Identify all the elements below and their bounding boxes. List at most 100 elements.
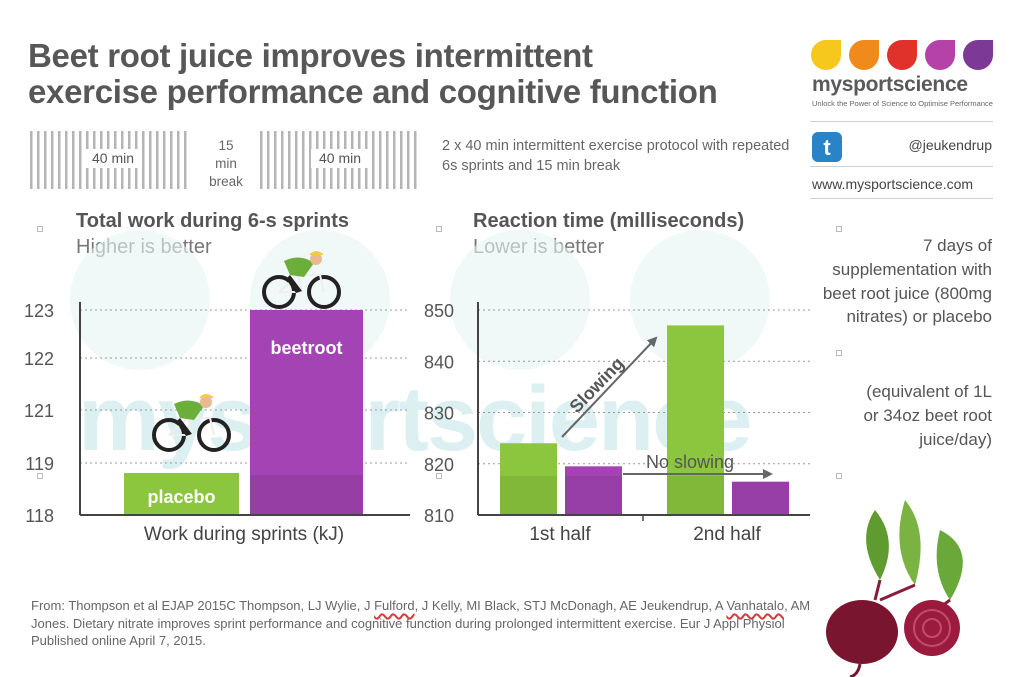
brand-tagline: Unlock the Power of Science to Optimise … xyxy=(812,99,993,108)
y-tick-label: 850 xyxy=(424,301,454,321)
marker-square xyxy=(436,226,442,232)
bar-placebo-2 xyxy=(667,325,724,515)
bar-shade xyxy=(500,476,557,515)
y-tick-label: 122 xyxy=(24,349,54,369)
y-tick-label: 123 xyxy=(24,301,54,321)
citation-part2: , J Kelly, MI Black, STJ McDonagh, AE Je… xyxy=(414,598,727,613)
x-tick-label: 1st half xyxy=(529,524,591,545)
watermark-circle xyxy=(630,230,770,370)
protocol-stripe xyxy=(414,131,417,189)
beet-slice xyxy=(904,600,960,656)
protocol-stripe xyxy=(288,131,291,189)
bar-beetroot-2 xyxy=(732,481,789,515)
protocol-stripe xyxy=(51,131,54,189)
citation-fulford: Fulford xyxy=(374,598,415,613)
protocol-stripe xyxy=(267,131,270,189)
chart-total-work: 118 119 121 122 123 placebo beetroot Work durin… xyxy=(24,301,410,545)
marker-square xyxy=(836,350,842,356)
logo-dot xyxy=(887,40,917,70)
bar-shade xyxy=(732,481,789,515)
frame xyxy=(278,274,325,293)
bar-shade xyxy=(250,475,363,515)
cyclist-icon xyxy=(262,251,341,309)
beetroot-icon xyxy=(826,500,963,677)
y-tick-label: 118 xyxy=(25,506,54,526)
protocol-stripe xyxy=(274,131,277,189)
protocol-label-bg xyxy=(311,149,369,168)
marker-square xyxy=(37,473,43,479)
wheel xyxy=(197,418,231,452)
citation-part3: , AM Jones. Dietary nitrate improves spr… xyxy=(31,598,811,649)
divider xyxy=(810,198,993,199)
protocol-stripe xyxy=(393,131,396,189)
frame xyxy=(168,417,215,436)
protocol-stripe xyxy=(372,131,375,189)
leg xyxy=(176,418,192,436)
slowing-arrow xyxy=(561,336,658,438)
leg xyxy=(286,275,302,293)
wheel xyxy=(307,275,341,309)
citation: From: Thompson et al EJAP 2015C Thompson… xyxy=(31,597,821,650)
brand-logo-icon xyxy=(811,40,993,70)
twitter-handle[interactable]: @jeukendrup xyxy=(908,137,993,153)
citation-vanhatalo: Vanhatalo xyxy=(726,598,785,613)
svg-text:t: t xyxy=(823,135,831,160)
protocol-break-label: break xyxy=(209,174,243,189)
protocol-stripe xyxy=(309,131,312,189)
beet-ring xyxy=(922,618,942,638)
y-tick-label: 121 xyxy=(24,401,54,421)
protocol-stripe xyxy=(177,131,180,189)
protocol-stripe xyxy=(163,131,166,189)
leaf xyxy=(936,530,963,600)
protocol-stripe xyxy=(386,131,389,189)
protocol-stripe xyxy=(170,131,173,189)
annotation-no-slowing: No slowing xyxy=(646,452,734,472)
watermark-circle xyxy=(70,230,210,370)
protocol-stripe xyxy=(30,131,33,189)
title-line-1: Beet root juice improves intermittent xyxy=(28,37,593,74)
marker-square xyxy=(836,226,842,232)
logo-dot xyxy=(963,40,993,70)
twitter-icon[interactable]: t xyxy=(812,132,842,162)
bar-shade xyxy=(565,476,622,515)
x-axis-label: Work during sprints (kJ) xyxy=(144,524,344,545)
bar-placebo-1 xyxy=(500,443,557,515)
chart1-title: Total work during 6-s sprints xyxy=(76,210,349,232)
protocol-stripe xyxy=(72,131,75,189)
logo-dot xyxy=(849,40,879,70)
protocol-stripe xyxy=(281,131,284,189)
protocol-stripe xyxy=(142,131,145,189)
protocol-stripe xyxy=(79,131,82,189)
protocol-stripe xyxy=(407,131,410,189)
protocol-stripe xyxy=(400,131,403,189)
logo-dot xyxy=(925,40,955,70)
protocol-stripe xyxy=(379,131,382,189)
watermark-circles xyxy=(70,230,770,370)
leaf xyxy=(866,510,889,580)
protocol-stripe xyxy=(58,131,61,189)
protocol-stripe xyxy=(65,131,68,189)
protocol-break-label: min xyxy=(215,156,237,171)
chart2-title: Reaction time (milliseconds) xyxy=(473,210,745,232)
protocol-stripe xyxy=(156,131,159,189)
citation-part1: From: Thompson et al EJAP 2015C Thompson… xyxy=(31,598,375,613)
protocol-stripe xyxy=(260,131,263,189)
jersey xyxy=(174,400,204,420)
marker-square xyxy=(436,473,442,479)
stem xyxy=(879,583,916,602)
bar-placebo xyxy=(124,473,239,515)
protocol-stripe xyxy=(44,131,47,189)
protocol-stripe xyxy=(295,131,298,189)
cyclist-icon xyxy=(152,394,231,452)
logo-dot xyxy=(811,40,841,70)
marker-square xyxy=(37,226,43,232)
supplementation-note: 7 days of supplementation with beet root… xyxy=(822,236,992,327)
brand-name: mysportscience xyxy=(812,73,968,96)
bar-beetroot xyxy=(250,310,363,515)
jersey xyxy=(284,257,314,277)
bar-beetroot-1 xyxy=(565,466,622,515)
y-tick-label: 840 xyxy=(424,352,454,372)
y-tick-label: 810 xyxy=(424,506,454,526)
website-link[interactable]: www.mysportscience.com xyxy=(812,176,974,192)
protocol-break-label: 15 xyxy=(218,138,233,153)
